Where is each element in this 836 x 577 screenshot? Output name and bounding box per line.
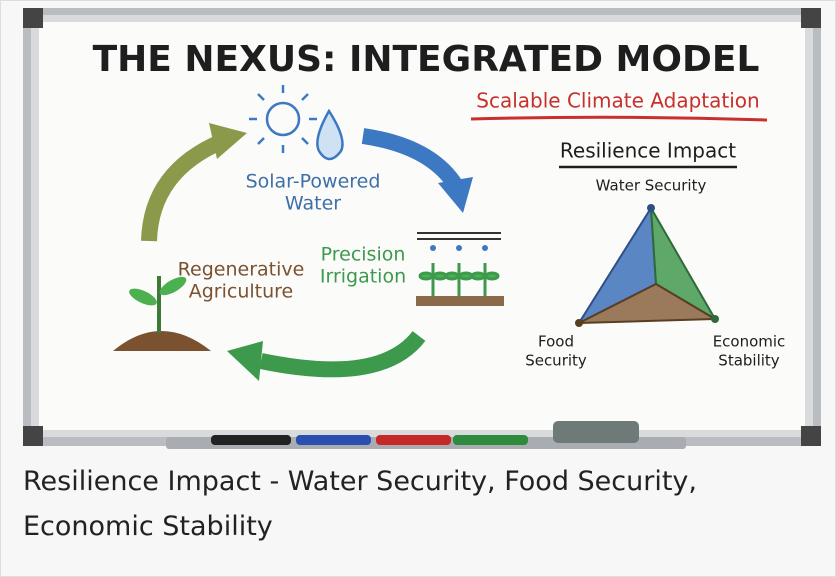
axis-label: Food xyxy=(538,333,574,351)
board-subtitle: Scalable Climate Adaptation xyxy=(476,89,759,113)
marker xyxy=(376,435,451,445)
frame-corner xyxy=(23,426,43,446)
caption: Resilience Impact - Water Security, Food… xyxy=(23,459,793,549)
vertex xyxy=(575,319,583,327)
cycle-label: Agriculture xyxy=(189,281,294,303)
vertex xyxy=(711,315,719,323)
cycle-label: Precision xyxy=(321,244,406,266)
impact-title: Resilience Impact xyxy=(560,139,736,163)
axis-label: Stability xyxy=(718,352,780,370)
marker xyxy=(211,435,291,445)
frame-corner xyxy=(23,8,43,28)
cycle-label: Regenerative xyxy=(178,259,305,281)
axis-label: Water Security xyxy=(596,177,707,195)
vertex xyxy=(647,204,655,212)
marker xyxy=(453,435,528,445)
axis-label: Economic xyxy=(713,333,786,351)
marker xyxy=(296,435,371,445)
soil-bed xyxy=(416,296,504,306)
frame-corner xyxy=(801,8,821,28)
board-title: THE NEXUS: INTEGRATED MODEL xyxy=(93,39,760,80)
axis-label: Security xyxy=(525,352,587,370)
cycle-label: Irrigation xyxy=(320,266,406,288)
cycle-label: Solar-Powered xyxy=(246,171,381,193)
image-card: THE NEXUS: INTEGRATED MODEL Scalable Cli… xyxy=(0,0,836,577)
eraser xyxy=(553,421,639,443)
cycle-label: Water xyxy=(285,193,341,215)
crops xyxy=(420,263,498,296)
whiteboard-image: THE NEXUS: INTEGRATED MODEL Scalable Cli… xyxy=(1,1,835,456)
frame-corner xyxy=(801,426,821,446)
